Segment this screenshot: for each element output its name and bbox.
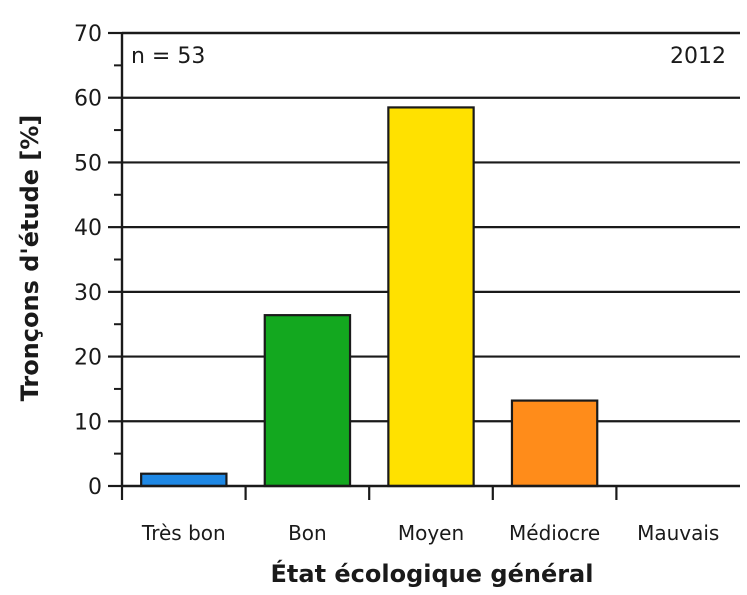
x-axis-ticks: Très bon Bon Moyen Médiocre Mauvais — [120, 486, 719, 545]
y-tick-label: 60 — [74, 87, 102, 112]
y-axis-title: Tronçons d'étude [%] — [16, 115, 44, 402]
y-tick-label: 50 — [74, 151, 102, 176]
x-tick-label: Bon — [288, 521, 327, 545]
bars — [140, 106, 599, 488]
bar — [263, 314, 352, 488]
y-axis-ticks: 0 10 20 30 40 50 60 70 — [74, 22, 122, 500]
x-tick-label: Médiocre — [509, 521, 600, 545]
x-tick-label: Très bon — [141, 521, 226, 545]
bar — [387, 106, 475, 488]
y-tick-label: 20 — [74, 346, 102, 371]
x-tick-label: Mauvais — [637, 521, 719, 545]
sample-size-annotation: n = 53 — [131, 44, 205, 69]
year-annotation: 2012 — [670, 44, 726, 69]
y-tick-label: 30 — [74, 281, 102, 306]
y-tick-label: 70 — [74, 22, 102, 47]
x-axis-title: État écologique général — [271, 559, 594, 588]
y-tick-label: 10 — [74, 410, 102, 435]
y-tick-label: 40 — [74, 216, 102, 241]
x-tick-label: Moyen — [398, 521, 464, 545]
bar — [140, 472, 228, 488]
bar — [510, 399, 599, 488]
y-tick-label: 0 — [88, 475, 102, 500]
